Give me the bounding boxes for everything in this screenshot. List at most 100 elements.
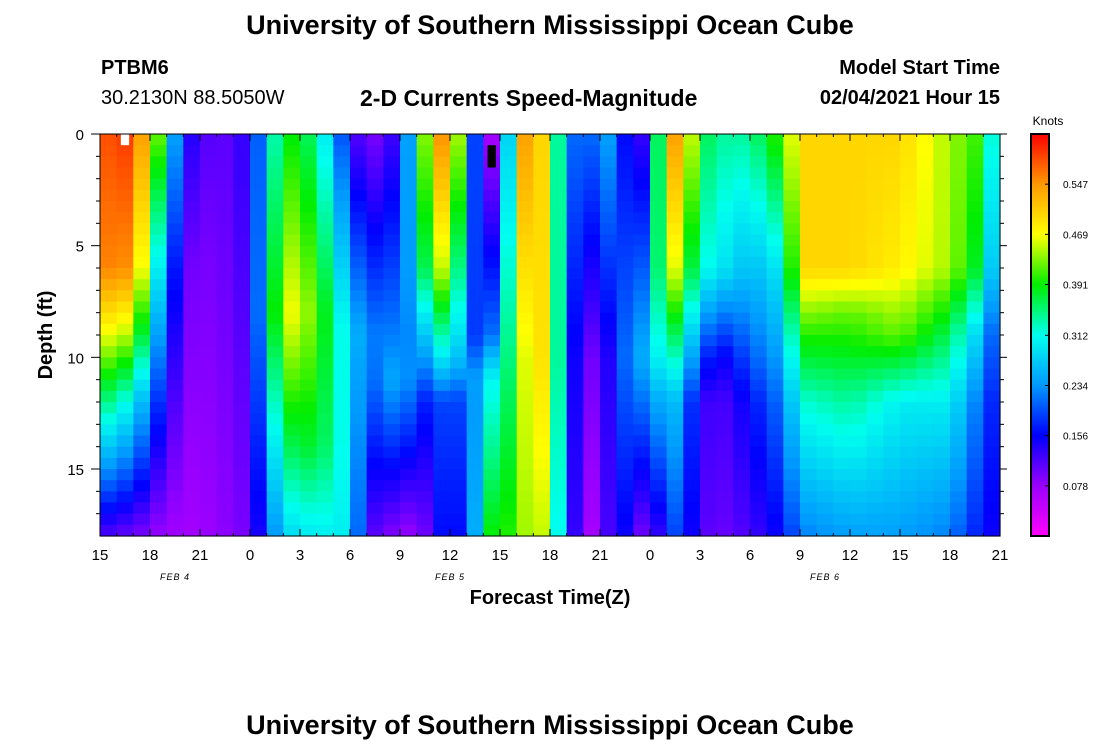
heatmap-cell — [716, 413, 734, 425]
heatmap-cell — [466, 145, 484, 157]
heatmap-cell — [283, 402, 301, 414]
heatmap-cell — [316, 435, 334, 448]
heatmap-cell — [516, 402, 534, 414]
heatmap-cell — [416, 457, 434, 470]
heatmap-cell — [116, 413, 134, 425]
heatmap-cell — [500, 156, 518, 169]
heatmap-cell — [650, 189, 668, 202]
heatmap-cell — [916, 189, 934, 202]
heatmap-cell — [750, 357, 768, 370]
heatmap-cell — [866, 368, 884, 381]
heatmap-cell — [566, 469, 584, 481]
heatmap-cell — [766, 234, 784, 247]
heatmap-cell — [466, 335, 484, 347]
heatmap-cell — [833, 189, 851, 202]
heatmap-cell — [200, 390, 218, 403]
heatmap-cell — [433, 390, 451, 403]
heatmap-cell — [633, 178, 651, 191]
heatmap-cell — [950, 323, 968, 336]
heatmap-cell — [350, 234, 368, 247]
heatmap-cell — [266, 201, 284, 213]
heatmap-cell — [350, 435, 368, 448]
heatmap-cell — [650, 524, 668, 537]
heatmap-cell — [166, 435, 184, 448]
heatmap-cell — [250, 457, 268, 470]
heatmap-cell — [700, 312, 718, 325]
heatmap-cell — [183, 201, 201, 213]
heatmap-cell — [933, 491, 951, 504]
heatmap-cell — [400, 469, 418, 481]
heatmap-cell — [550, 156, 568, 169]
heatmap-cell — [466, 524, 484, 537]
heatmap-cell — [683, 156, 701, 169]
heatmap-cell — [366, 502, 384, 515]
heatmap-cell — [750, 268, 768, 280]
heatmap-cell — [116, 379, 134, 392]
heatmap-cell — [266, 368, 284, 381]
heatmap-cell — [233, 301, 251, 314]
heatmap-cell — [666, 156, 684, 169]
heatmap-cell — [616, 457, 634, 470]
heatmap-cell — [100, 234, 118, 247]
heatmap-cell — [200, 256, 218, 269]
heatmap-cell — [566, 134, 584, 146]
heatmap-cell — [916, 446, 934, 459]
missing-data-cells — [120, 134, 496, 168]
heatmap-cell — [516, 178, 534, 191]
heatmap-cell — [333, 223, 351, 236]
heatmap-cell — [466, 413, 484, 425]
heatmap-cell — [383, 178, 401, 191]
heatmap-cell — [100, 279, 118, 291]
heatmap-cell — [950, 446, 968, 459]
heatmap-cell — [433, 357, 451, 370]
heatmap-cell — [616, 234, 634, 247]
heatmap-cell — [250, 346, 268, 358]
heatmap-cell — [100, 335, 118, 347]
heatmap-cell — [750, 167, 768, 180]
heatmap-cell — [433, 379, 451, 392]
heatmap-cell — [766, 312, 784, 325]
heatmap-cell — [533, 379, 551, 392]
heatmap-cell — [233, 424, 251, 437]
heatmap-cell — [633, 524, 651, 537]
heatmap-cell — [816, 502, 834, 515]
heatmap-cell — [283, 256, 301, 269]
x-tick-label: 6 — [746, 547, 754, 564]
heatmap-cell — [150, 234, 168, 247]
heatmap-cell — [733, 312, 751, 325]
heatmap-cell — [566, 268, 584, 280]
heatmap-cell — [233, 402, 251, 414]
heatmap-cell — [433, 480, 451, 492]
heatmap-cell — [233, 524, 251, 537]
heatmap-cell — [616, 446, 634, 459]
heatmap-cell — [216, 268, 234, 280]
heatmap-cell — [183, 178, 201, 191]
heatmap-cell — [800, 413, 818, 425]
heatmap-cell — [450, 502, 468, 515]
heatmap-cell — [766, 167, 784, 180]
heatmap-cell — [350, 346, 368, 358]
heatmap-cell — [600, 357, 618, 370]
heatmap-cell — [383, 212, 401, 224]
heatmap-cell — [483, 323, 501, 336]
heatmap-cell — [733, 323, 751, 336]
heatmap-cell — [683, 390, 701, 403]
heatmap-cell — [800, 368, 818, 381]
heatmap-cell — [200, 223, 218, 236]
heatmap-cell — [133, 446, 151, 459]
heatmap-cell — [966, 290, 984, 303]
heatmap-cell — [166, 513, 184, 526]
heatmap-cell — [616, 156, 634, 169]
heatmap-cell — [633, 201, 651, 213]
heatmap-cell — [666, 245, 684, 258]
heatmap-cell — [566, 402, 584, 414]
heatmap-cell — [466, 256, 484, 269]
heatmap-cell — [566, 335, 584, 347]
heatmap-cell — [666, 335, 684, 347]
heatmap-cell — [783, 323, 801, 336]
heatmap-cell — [883, 402, 901, 414]
heatmap-cell — [816, 134, 834, 146]
heatmap-cell — [616, 201, 634, 213]
heatmap-cell — [233, 446, 251, 459]
heatmap-cell — [333, 524, 351, 537]
